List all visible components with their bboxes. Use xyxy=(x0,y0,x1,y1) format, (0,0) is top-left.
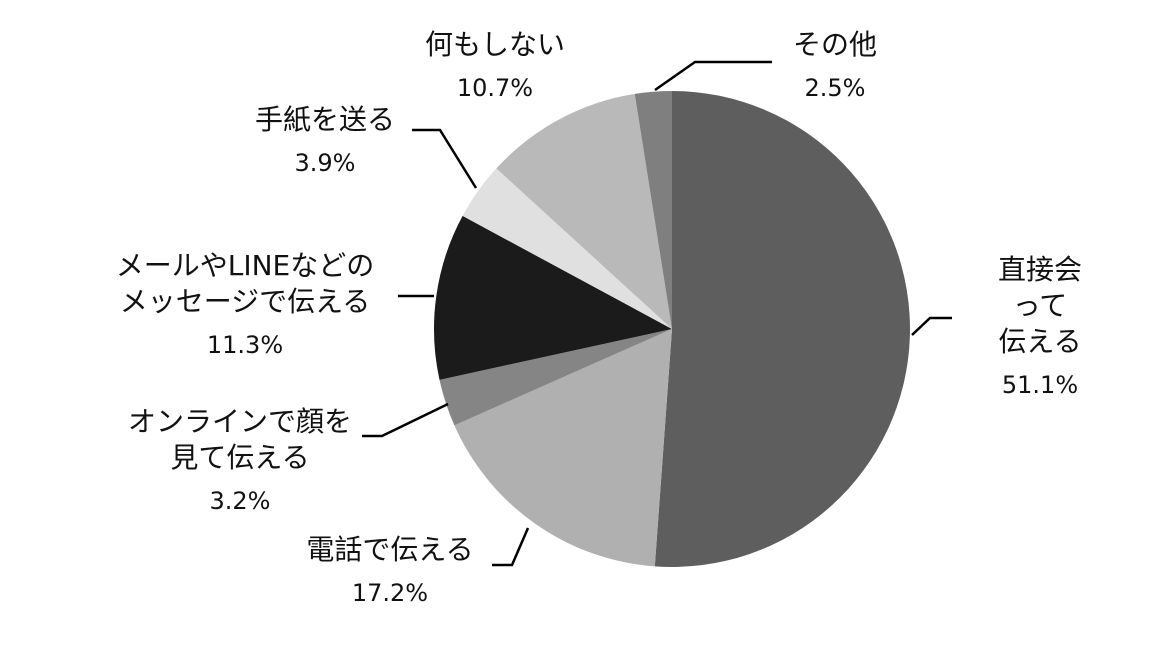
leader-line xyxy=(362,402,449,438)
slice-label: その他 2.5% xyxy=(793,27,877,105)
slice-label: 手紙を送る 3.9% xyxy=(255,102,395,180)
pie-slice xyxy=(634,91,672,329)
pie-slice xyxy=(654,91,910,567)
pie-slice xyxy=(439,329,672,426)
pie-slice xyxy=(434,215,672,380)
category-name: メールやLINEなどの メッセージで伝える xyxy=(115,249,375,318)
category-name: 電話で伝える xyxy=(306,533,474,566)
category-name: 何もしない xyxy=(424,28,566,61)
leader-line xyxy=(412,128,478,189)
slice-label: メールやLINEなどの メッセージで伝える 11.3% xyxy=(116,248,375,362)
pie-slice xyxy=(462,168,672,329)
category-name: 手紙を送る xyxy=(254,103,396,136)
slice-label: 電話で伝える 17.2% xyxy=(306,532,473,610)
leader-line xyxy=(654,60,772,92)
value-label: 10.7% xyxy=(456,74,534,102)
value-label: 3.2% xyxy=(209,487,271,515)
category-name: その他 xyxy=(792,28,878,61)
leader-line xyxy=(911,316,952,336)
value-label: 11.3% xyxy=(206,331,284,359)
pie-slice xyxy=(454,329,672,567)
slice-label: 直接会って 伝える 51.1% xyxy=(985,252,1095,402)
category-name: 直接会って 伝える xyxy=(997,253,1082,358)
leader-line xyxy=(492,527,530,567)
category-name: オンラインで顔を 見て伝える xyxy=(127,405,353,474)
value-label: 17.2% xyxy=(351,579,429,607)
value-label: 2.5% xyxy=(804,74,866,102)
pie-slice xyxy=(496,93,672,329)
value-label: 3.9% xyxy=(294,149,356,177)
slice-label: オンラインで顔を 見て伝える 3.2% xyxy=(128,404,352,518)
value-label: 51.1% xyxy=(1001,371,1079,399)
slice-label: 何もしない 10.7% xyxy=(425,27,565,105)
